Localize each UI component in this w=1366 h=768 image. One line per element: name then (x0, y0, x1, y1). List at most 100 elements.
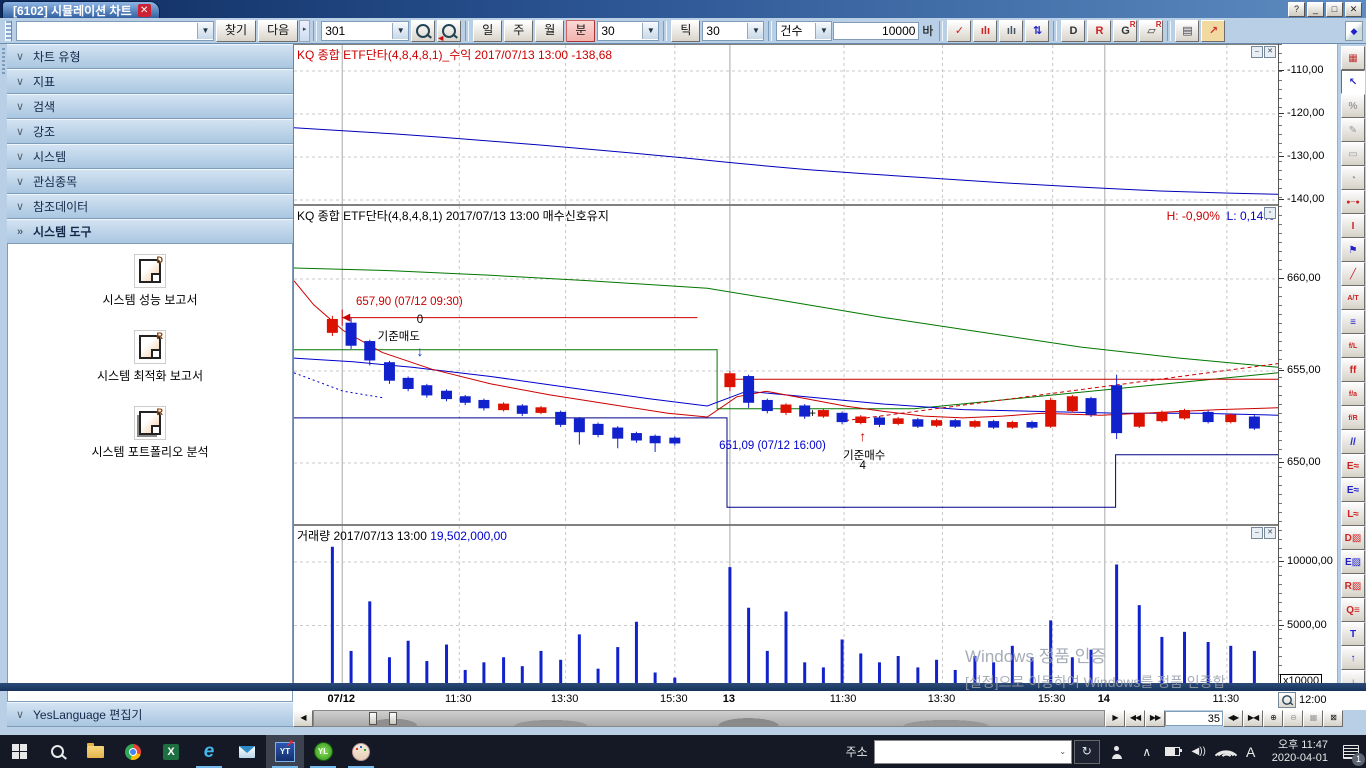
toolbar-break-icon[interactable]: ▸ (299, 19, 311, 42)
refresh-icon[interactable]: ↻ (1073, 739, 1100, 764)
ie-button[interactable]: e (190, 735, 228, 768)
l-wave-icon[interactable]: L≈ (1341, 502, 1365, 526)
period-week-button[interactable]: 주 (504, 19, 534, 42)
fibo-fan-icon[interactable]: ff (1341, 358, 1365, 382)
expand-h-button[interactable]: ◀▶ (1223, 710, 1243, 727)
scroll-up-icon[interactable]: ↑ (1341, 646, 1365, 670)
d-hatch-icon[interactable]: D▨ (1341, 526, 1365, 550)
minimize-button[interactable]: _ (1307, 2, 1324, 17)
chevron-down-icon[interactable]: ▼ (392, 22, 409, 39)
tick-button[interactable]: 틱 (671, 19, 701, 42)
minute-interval-combo[interactable]: 30 ▼ (597, 20, 660, 41)
elliott-wave2-icon[interactable]: E≈ (1341, 478, 1365, 502)
price-panel[interactable]: KQ 종합 ETF단타(4,8,4,8,1) 2017/07/13 13:00 … (293, 205, 1279, 525)
zoom-out-button[interactable]: ⊖ (1283, 710, 1303, 727)
search-button[interactable] (38, 735, 76, 768)
region-tool-icon[interactable]: ◔ (1341, 166, 1365, 190)
r-hatch-icon[interactable]: R▨ (1341, 574, 1365, 598)
scroll-handle[interactable] (389, 712, 398, 725)
report-copy-icon[interactable]: ▱ R (1139, 19, 1164, 42)
tab-close-icon[interactable]: ✕ (137, 4, 151, 17)
sidebar-section-지표[interactable]: ∨ 지표 (7, 69, 293, 94)
sidebar-section-시스템[interactable]: ∨ 시스템 (7, 144, 293, 169)
code-combo[interactable]: 301 ▼ (321, 20, 410, 41)
parallel-lines-icon[interactable]: // (1341, 430, 1365, 454)
yl-app-button[interactable]: YL (304, 735, 342, 768)
rail-grip-icon[interactable] (2, 48, 5, 74)
edge-tool-icon[interactable]: ◆ (1345, 21, 1363, 41)
paint-button[interactable] (342, 735, 380, 768)
excel-button[interactable]: X (152, 735, 190, 768)
price-axis[interactable]: x10000 -110,00 -120,00 -130,00 -140,00 660,0… (1278, 44, 1338, 690)
axis-zoom-icon[interactable] (1278, 692, 1296, 708)
symbol-search-combo[interactable]: ▼ (16, 20, 214, 41)
ibeam-icon[interactable]: I (1341, 214, 1365, 238)
yt-trading-app-button[interactable]: YT (266, 735, 304, 768)
period-minute-button[interactable]: 분 (566, 19, 596, 42)
sidebar-section-차트-유형[interactable]: ∨ 차트 유형 (7, 44, 293, 69)
grid-button[interactable]: ▦ (1303, 710, 1323, 727)
panel-close-icon[interactable]: ✕ (1264, 527, 1276, 539)
close-button[interactable]: ✕ (1345, 2, 1362, 17)
panel-minimize-icon[interactable]: – (1251, 527, 1263, 539)
chrome-button[interactable] (114, 735, 152, 768)
bars-signal-icon[interactable]: ılı (973, 19, 998, 42)
tool-item[interactable]: R 시스템 최적화 보고서 (97, 330, 203, 384)
pointer-icon[interactable]: ↖ (1341, 70, 1365, 94)
sidebar-section-시스템-도구[interactable]: » 시스템 도구 (7, 219, 293, 244)
count-combo[interactable]: 건수 ▼ (776, 20, 833, 41)
scroll-track[interactable] (313, 710, 1105, 727)
segment-icon[interactable]: ●─● (1341, 190, 1365, 214)
window-tab[interactable]: [6102] 시뮬레이션 차트 ✕ (2, 1, 160, 19)
scroll-handle[interactable] (369, 712, 378, 725)
clock[interactable]: 오후 11:47 2020-04-01 (1272, 739, 1328, 765)
scroll-left-button[interactable]: ◀ (293, 710, 313, 727)
period-month-button[interactable]: 월 (535, 19, 565, 42)
help-button[interactable]: ? (1288, 2, 1305, 17)
wifi-icon[interactable] (1212, 735, 1238, 768)
fibo-retrace-icon[interactable]: f/R (1341, 406, 1365, 430)
chevron-down-icon[interactable]: ▼ (642, 22, 659, 39)
q-lines-icon[interactable]: Q≡ (1341, 598, 1365, 622)
e-hatch-icon[interactable]: E▨ (1341, 550, 1365, 574)
zoom-in-search-icon[interactable] (411, 19, 436, 42)
notification-icon[interactable]: 1 (1336, 735, 1366, 768)
save-icon[interactable]: ▤ (1175, 19, 1200, 42)
panel-minimize-icon[interactable]: ▫ (1264, 207, 1276, 219)
text-annotation-icon[interactable]: A/T (1341, 286, 1365, 310)
volume-panel[interactable]: 거래량 2017/07/13 13:00 19,502,000,00 – ✕ (293, 525, 1279, 690)
step-forward-button[interactable]: ▶ (1105, 710, 1125, 727)
ime-icon[interactable]: A (1246, 743, 1256, 760)
explorer-button[interactable] (76, 735, 114, 768)
chevron-down-icon[interactable]: ▼ (815, 22, 832, 39)
period-day-button[interactable]: 일 (473, 19, 503, 42)
pan-tool-icon[interactable]: ▭ (1341, 142, 1365, 166)
zoom-in-button[interactable]: ⊕ (1263, 710, 1283, 727)
toolbar-grip-icon[interactable] (5, 20, 12, 41)
next-button[interactable]: 다음 (258, 19, 299, 42)
pattern-grid-icon[interactable]: ▦ (1341, 46, 1365, 70)
fast-forward-button[interactable]: ▶▶ (1145, 710, 1165, 727)
text-tool-icon[interactable]: T (1341, 622, 1365, 646)
hlines-icon[interactable]: ≡ (1341, 310, 1365, 334)
profit-panel[interactable]: KQ 종합 ETF단타(4,8,4,8,1)_수익 2017/07/13 13:… (293, 44, 1279, 205)
address-input[interactable]: ⌄ (873, 739, 1072, 764)
volume-chart[interactable] (294, 526, 1278, 689)
elliott-wave-icon[interactable]: E≈ (1341, 454, 1365, 478)
sidebar-section-관심종목[interactable]: ∨ 관심종목 (7, 169, 293, 194)
maximize-button[interactable]: □ (1326, 2, 1343, 17)
find-button[interactable]: 찾기 (216, 19, 257, 42)
sidebar-section-참조데이터[interactable]: ∨ 참조데이터 (7, 194, 293, 219)
percent-icon[interactable]: % (1341, 94, 1365, 118)
chevron-down-icon[interactable]: ▼ (747, 22, 764, 39)
bar-count-input[interactable] (833, 21, 920, 40)
page-count-input[interactable] (1165, 711, 1223, 726)
zoom-back-icon[interactable]: ◄ (436, 19, 462, 43)
start-button[interactable] (0, 735, 38, 768)
sidebar-section-검색[interactable]: ∨ 검색 (7, 94, 293, 119)
tool-item[interactable]: R 시스템 포트폴리오 분석 (91, 406, 209, 460)
report-screen-icon[interactable]: R (1087, 19, 1112, 42)
signal-check-icon[interactable]: ✓ (947, 19, 972, 42)
sidebar-section-강조[interactable]: ∨ 강조 (7, 119, 293, 144)
bars-chart-icon[interactable]: ılı (999, 19, 1024, 42)
